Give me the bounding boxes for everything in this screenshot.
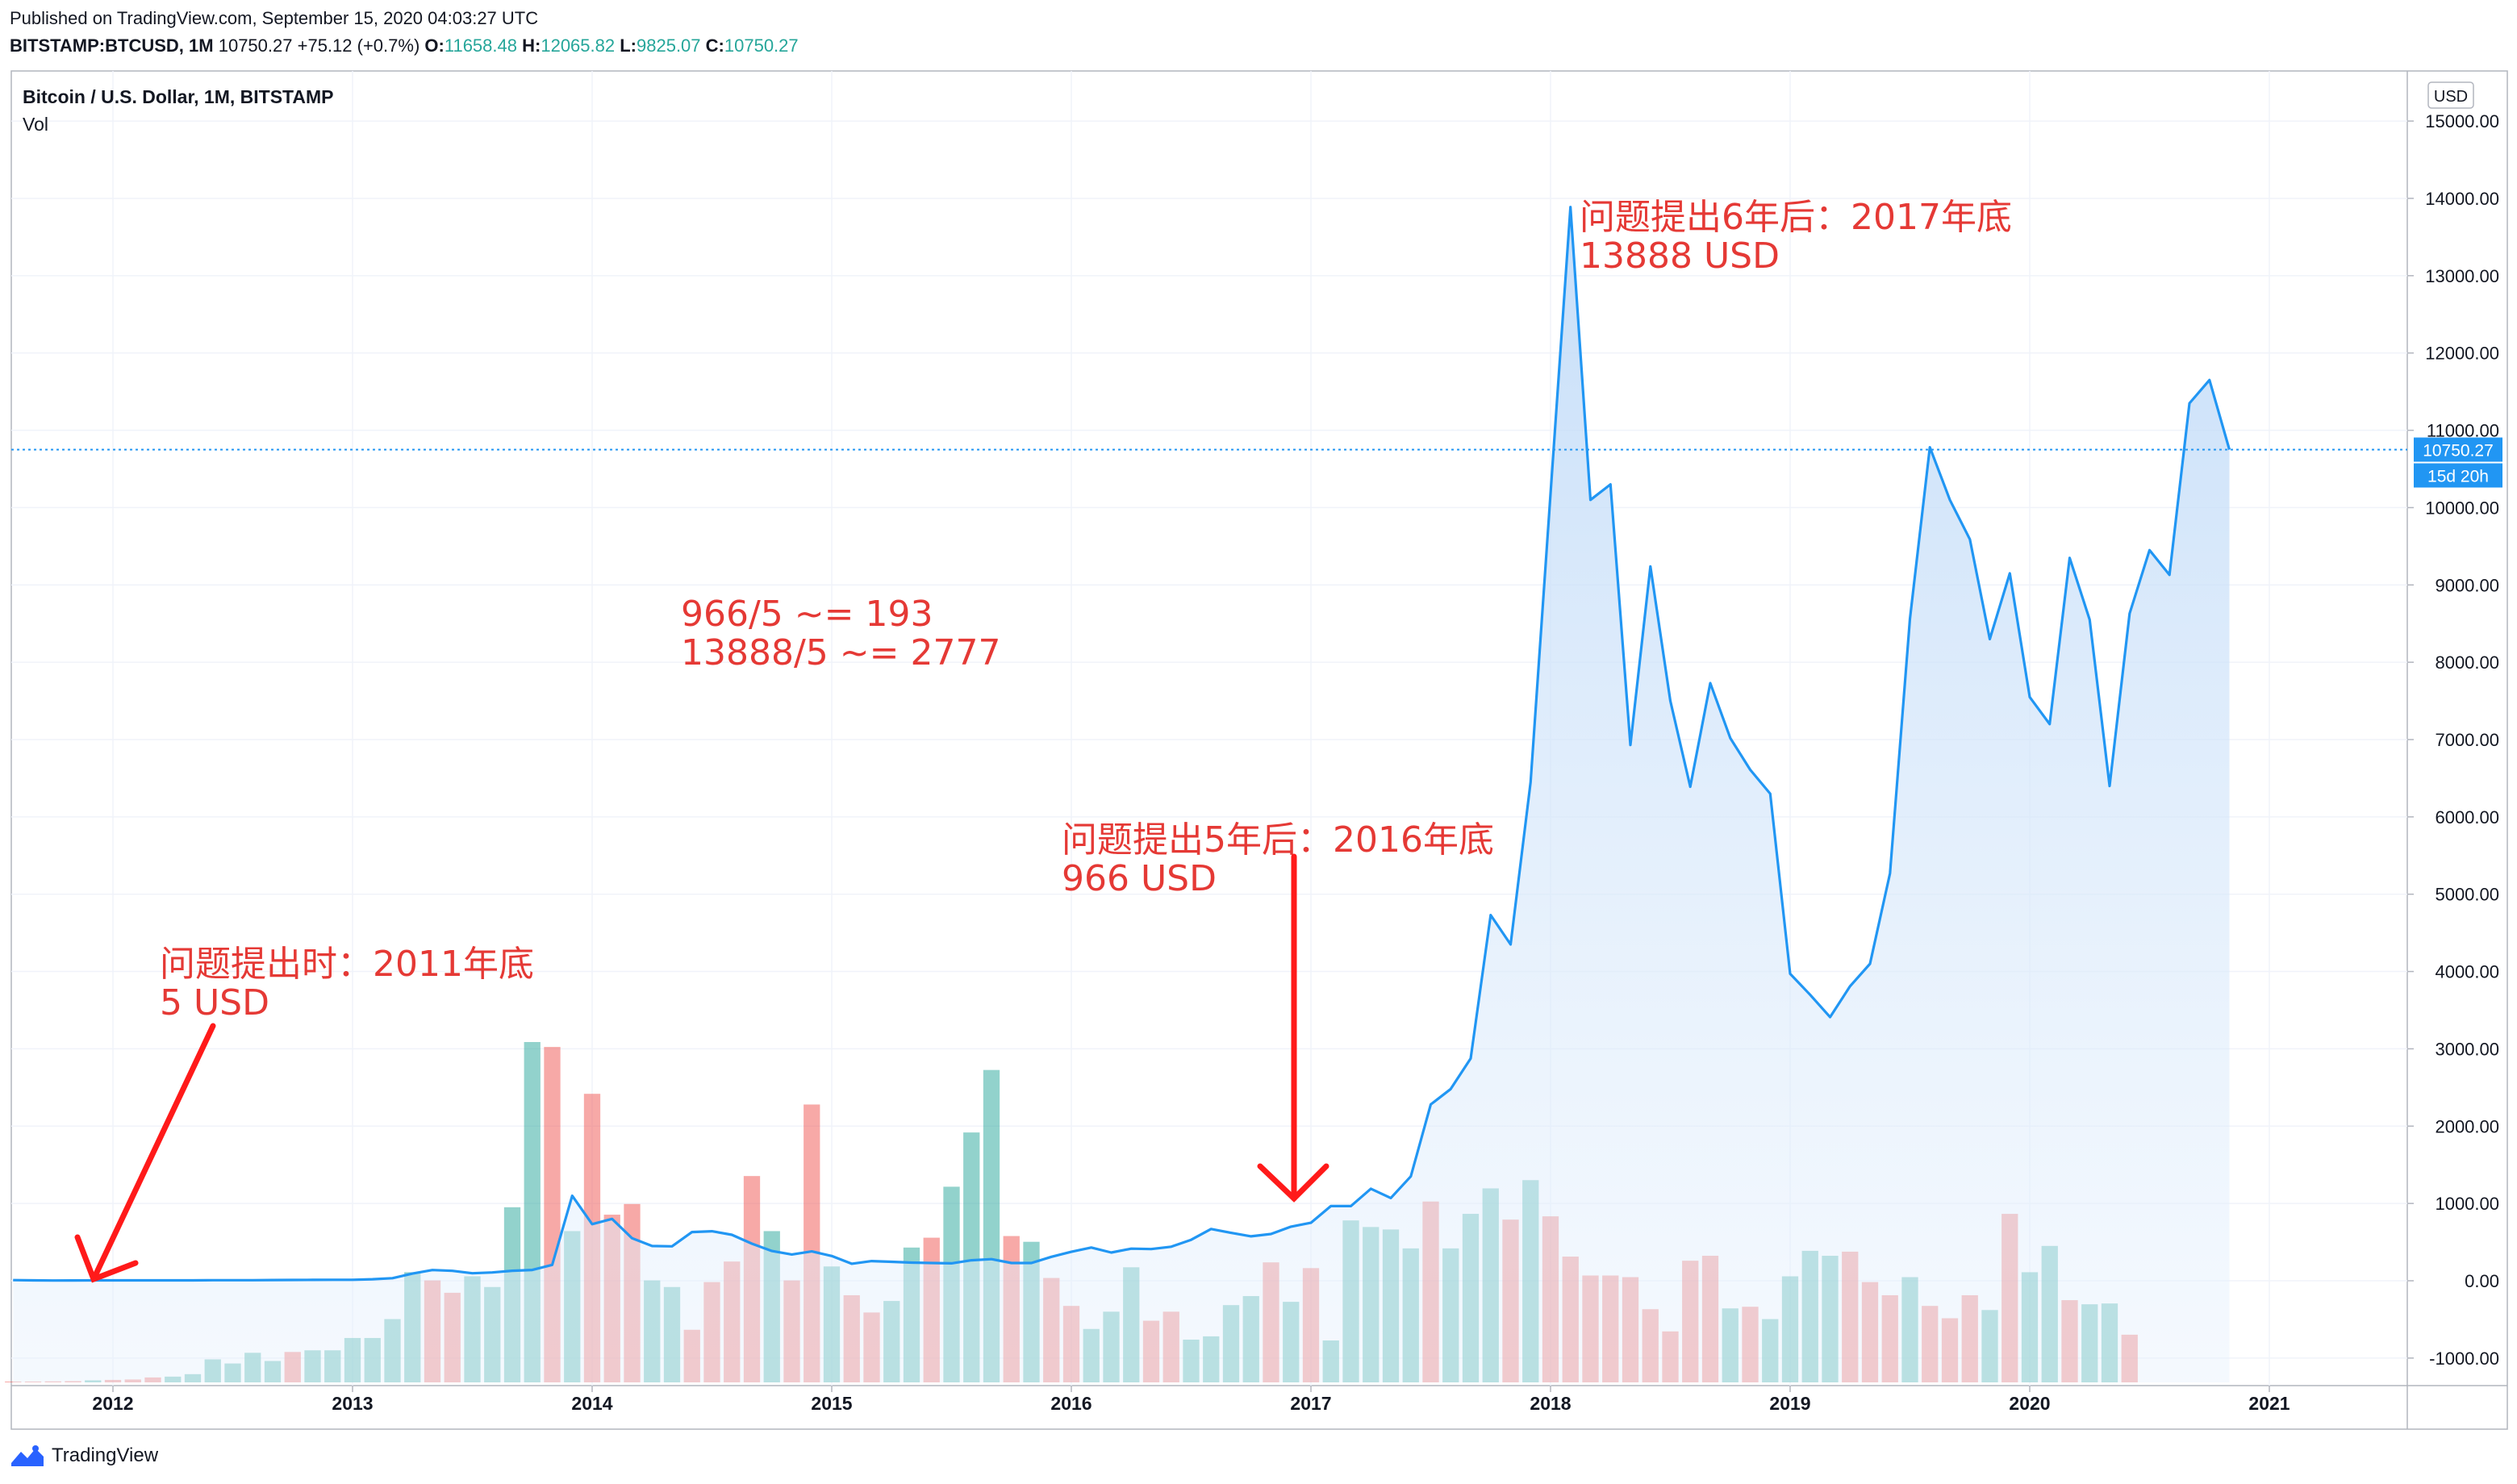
y-tick-label: 14000.00 [2425, 189, 2499, 209]
x-tick-label: 2020 [2009, 1393, 2050, 1414]
vol-label: Vol [23, 114, 48, 135]
high-label: H: [522, 35, 541, 56]
annotation-2017-line2: 13888 USD [1580, 236, 1780, 277]
price-change: +75.12 (+0.7%) [297, 35, 420, 56]
x-tick-label: 2019 [1769, 1393, 1810, 1414]
close-value: 10750.27 [724, 35, 799, 56]
arrow-2011 [74, 1023, 216, 1283]
footer-brand-text: TradingView [52, 1444, 159, 1466]
price-area-fill [13, 206, 2230, 1383]
annotation-2011: 问题提出时：2011年底 5 USD [160, 944, 534, 1023]
arrow-2016 [1257, 853, 1329, 1203]
annotation-calc-line2: 13888/5 ~= 2777 [681, 632, 1000, 673]
annotation-2016-line2: 966 USD [1062, 858, 1217, 899]
annotation-calc-line1: 966/5 ~= 193 [681, 594, 933, 635]
y-tick-label: 5000.00 [2435, 885, 2499, 905]
x-tick-label: 2012 [92, 1393, 133, 1414]
open-value: 11658.48 [444, 35, 517, 56]
y-tick-label: 0.00 [2465, 1271, 2499, 1291]
y-tick-label: 11000.00 [2427, 421, 2499, 441]
annotation-2016-line1: 问题提出5年后：2016年底 [1062, 819, 1494, 861]
annotation-2011-line2: 5 USD [160, 982, 269, 1023]
price-area [13, 206, 2231, 1383]
time-axis-ticks: 2012 2013 2014 2015 2016 2017 2018 2019 2020 2021 [92, 1386, 2290, 1414]
x-tick-label: 2016 [1050, 1393, 1092, 1414]
annotation-2017-line1: 问题提出6年后：2017年底 [1580, 197, 2012, 238]
y-tick-label: 12000.00 [2425, 344, 2499, 364]
x-tick-label: 2015 [811, 1393, 852, 1414]
y-tick-label: 15000.00 [2425, 111, 2499, 131]
annotation-2016: 问题提出5年后：2016年底 966 USD [1062, 819, 1494, 899]
x-tick-label: 2018 [1530, 1393, 1571, 1414]
y-tick-label: 7000.00 [2435, 730, 2499, 750]
y-tick-label: 8000.00 [2435, 652, 2499, 673]
x-tick-label: 2017 [1290, 1393, 1331, 1414]
high-value: 12065.82 [541, 35, 616, 56]
last-price-tag-text: 10750.27 [2423, 441, 2494, 460]
low-label: L: [620, 35, 637, 56]
y-tick-label: 13000.00 [2425, 266, 2499, 286]
close-label: C: [705, 35, 724, 56]
y-tick-label: -1000.00 [2429, 1349, 2499, 1369]
symbol-label: BITSTAMP:BTCUSD, 1M [10, 35, 214, 56]
last-price: 10750.27 [218, 35, 293, 56]
chart-header: Published on TradingView.com, September … [10, 5, 799, 60]
annotation-2011-line1: 问题提出时：2011年底 [160, 944, 534, 985]
y-tick-label: 2000.00 [2435, 1116, 2499, 1136]
last-price-tag [2414, 437, 2502, 462]
price-axis-ticks: -1000.00 0.00 1000.00 2000.00 3000.00 4000.00… [2407, 111, 2499, 1369]
pane-title: Bitcoin / U.S. Dollar, 1M, BITSTAMP [23, 86, 334, 107]
low-value: 9825.07 [637, 35, 701, 56]
y-tick-label: 3000.00 [2435, 1039, 2499, 1059]
price-line [13, 206, 2231, 1282]
y-tick-label: 1000.00 [2435, 1194, 2499, 1214]
y-tick-label: 6000.00 [2435, 807, 2499, 827]
published-line: Published on TradingView.com, September … [10, 8, 539, 28]
plot-frame [10, 70, 2508, 1430]
currency-label: USD [2434, 88, 2468, 106]
x-tick-label: 2021 [2248, 1393, 2290, 1414]
currency-box[interactable] [2427, 81, 2474, 109]
y-tick-label: 4000.00 [2435, 962, 2499, 982]
annotation-2017: 问题提出6年后：2017年底 13888 USD [1580, 197, 2012, 277]
y-tick-label: 9000.00 [2435, 575, 2499, 595]
ohlc-line: BITSTAMP:BTCUSD, 1M 10750.27 +75.12 (+0.… [10, 32, 799, 60]
tradingview-logo-icon [11, 1445, 44, 1466]
footer-brand[interactable]: TradingView [10, 1444, 158, 1468]
y-tick-label: 10000.00 [2425, 498, 2499, 518]
countdown-tag-text: 15d 20h [2427, 467, 2489, 486]
open-label: O: [424, 35, 445, 56]
x-tick-label: 2014 [571, 1393, 612, 1414]
annotation-calc: 966/5 ~= 193 13888/5 ~= 2777 [681, 594, 1000, 673]
x-tick-label: 2013 [332, 1393, 373, 1414]
countdown-tag [2414, 463, 2502, 488]
